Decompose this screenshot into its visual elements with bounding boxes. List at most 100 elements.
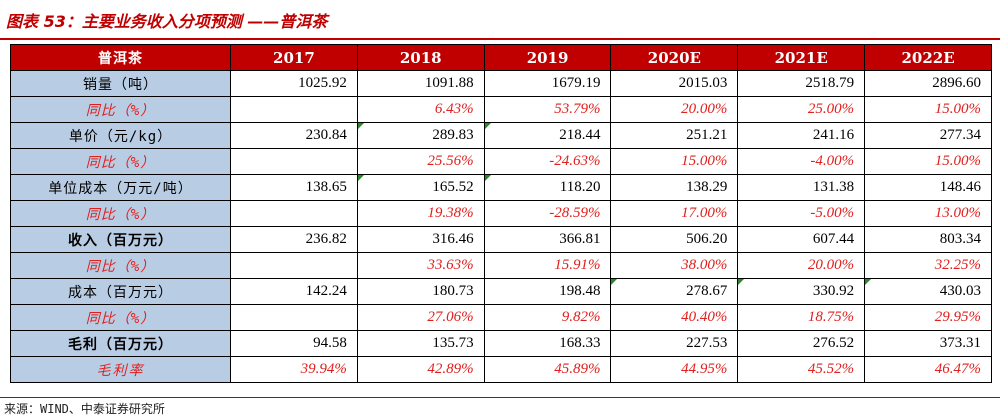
table-cell: -24.63% [483, 148, 612, 175]
title-divider [0, 38, 1000, 40]
table-cell: 45.52% [737, 356, 866, 383]
table-row-unit-price: 单价（元/kg） 230.84 289.83 218.44 251.21 241… [10, 122, 992, 149]
figure-title: 图表 53：主要业务收入分项预测 ——普洱茶 [6, 12, 328, 31]
header-cell-2019: 2019 [483, 44, 612, 71]
table-cell: 25.56% [356, 148, 485, 175]
table-header-row: 普洱茶 2017 2018 2019 2020E 2021E 2022E [10, 44, 992, 71]
table-cell: 38.00% [610, 252, 739, 279]
table-cell: 6.43% [356, 96, 485, 123]
row-label: 同比（%） [10, 200, 231, 227]
table-cell: 1679.19 [483, 70, 612, 97]
table-cell [230, 96, 358, 123]
table-cell: 27.06% [356, 304, 485, 331]
table-cell: 607.44 [737, 226, 866, 253]
table-row-gross-margin: 毛利率 39.94% 42.89% 45.89% 44.95% 45.52% 4… [10, 356, 992, 383]
table-cell: 131.38 [737, 174, 866, 201]
table-cell: 230.84 [230, 122, 358, 149]
table-cell: 373.31 [864, 330, 992, 357]
table-cell: 46.47% [864, 356, 992, 383]
table-cell: 20.00% [610, 96, 739, 123]
table-cell: 198.48 [483, 278, 612, 305]
table-cell: 94.58 [230, 330, 358, 357]
header-cell-2021e: 2021E [737, 44, 866, 71]
table-row-unit-cost: 单位成本（万元/吨） 138.65 165.52 118.20 138.29 1… [10, 174, 992, 201]
table-cell: 165.52 [356, 174, 485, 201]
table-cell: 218.44 [483, 122, 612, 149]
table-cell: 276.52 [737, 330, 866, 357]
table-cell: 25.00% [737, 96, 866, 123]
header-cell-2020e: 2020E [610, 44, 739, 71]
table-cell: 168.33 [483, 330, 612, 357]
table-cell: 15.00% [864, 148, 992, 175]
table-cell [230, 200, 358, 227]
table-cell: 44.95% [610, 356, 739, 383]
table-cell: 39.94% [230, 356, 358, 383]
table-cell: 40.40% [610, 304, 739, 331]
table-cell: 236.82 [230, 226, 358, 253]
forecast-table: 普洱茶 2017 2018 2019 2020E 2021E 2022E 销量（… [10, 44, 992, 383]
row-label: 同比（%） [10, 96, 231, 123]
table-cell [230, 148, 358, 175]
table-cell: 227.53 [610, 330, 739, 357]
row-label: 同比（%） [10, 148, 231, 175]
table-row-volume-yoy: 同比（%） 6.43% 53.79% 20.00% 25.00% 15.00% [10, 96, 992, 123]
row-label: 单价（元/kg） [10, 122, 231, 149]
table-cell: 316.46 [356, 226, 485, 253]
table-row-sales-volume: 销量（吨） 1025.92 1091.88 1679.19 2015.03 25… [10, 70, 992, 97]
table-cell: 32.25% [864, 252, 992, 279]
row-label: 销量（吨） [10, 70, 231, 97]
row-label: 同比（%） [10, 252, 231, 279]
table-cell: 53.79% [483, 96, 612, 123]
header-cell-2018: 2018 [356, 44, 485, 71]
table-cell: 251.21 [610, 122, 739, 149]
table-cell: 15.00% [610, 148, 739, 175]
table-cell: 366.81 [483, 226, 612, 253]
header-cell-category: 普洱茶 [10, 44, 231, 71]
table-cell: 142.24 [230, 278, 358, 305]
table-cell: 17.00% [610, 200, 739, 227]
table-cell: 277.34 [864, 122, 992, 149]
table-cell: 289.83 [356, 122, 485, 149]
table-cell: 20.00% [737, 252, 866, 279]
table-row-price-yoy: 同比（%） 25.56% -24.63% 15.00% -4.00% 15.00… [10, 148, 992, 175]
row-label: 成本（百万元） [10, 278, 231, 305]
table-cell: 33.63% [356, 252, 485, 279]
table-row-cost-total-yoy: 同比（%） 27.06% 9.82% 40.40% 18.75% 29.95% [10, 304, 992, 331]
table-cell: -4.00% [737, 148, 866, 175]
table-cell: 18.75% [737, 304, 866, 331]
row-label: 单位成本（万元/吨） [10, 174, 231, 201]
table-cell: 1025.92 [230, 70, 358, 97]
table-row-cost-yoy: 同比（%） 19.38% -28.59% 17.00% -5.00% 13.00… [10, 200, 992, 227]
table-cell: 330.92 [737, 278, 866, 305]
table-cell: 15.91% [483, 252, 612, 279]
table-cell: 430.03 [864, 278, 992, 305]
table-row-gross-profit: 毛利（百万元） 94.58 135.73 168.33 227.53 276.5… [10, 330, 992, 357]
table-row-revenue-yoy: 同比（%） 33.63% 15.91% 38.00% 20.00% 32.25% [10, 252, 992, 279]
table-cell: 9.82% [483, 304, 612, 331]
table-cell: 506.20 [610, 226, 739, 253]
table-cell: 278.67 [610, 278, 739, 305]
table-cell: 2518.79 [737, 70, 866, 97]
table-cell [230, 252, 358, 279]
table-cell: 19.38% [356, 200, 485, 227]
table-row-cost: 成本（百万元） 142.24 180.73 198.48 278.67 330.… [10, 278, 992, 305]
table-cell: 29.95% [864, 304, 992, 331]
table-cell: 138.65 [230, 174, 358, 201]
table-cell: 1091.88 [356, 70, 485, 97]
table-cell [230, 304, 358, 331]
table-cell: 42.89% [356, 356, 485, 383]
row-label: 收入（百万元） [10, 226, 231, 253]
table-cell: 2015.03 [610, 70, 739, 97]
row-label: 毛利率 [10, 356, 231, 383]
table-cell: 135.73 [356, 330, 485, 357]
table-cell: 803.34 [864, 226, 992, 253]
header-cell-2017: 2017 [230, 44, 358, 71]
table-cell: -28.59% [483, 200, 612, 227]
table-cell: 180.73 [356, 278, 485, 305]
table-cell: 148.46 [864, 174, 992, 201]
table-cell: -5.00% [737, 200, 866, 227]
table-cell: 15.00% [864, 96, 992, 123]
header-cell-2022e: 2022E [864, 44, 992, 71]
source-note: 来源：WIND、中泰证券研究所 [4, 402, 165, 416]
table-cell: 241.16 [737, 122, 866, 149]
